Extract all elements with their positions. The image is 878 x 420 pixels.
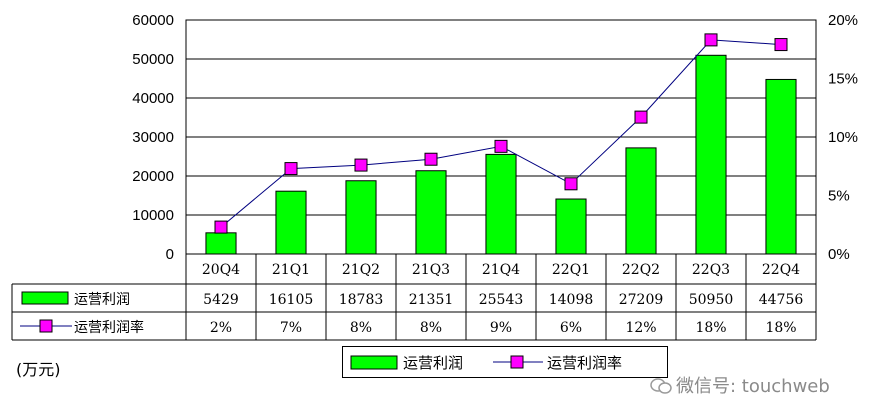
bar-series bbox=[205, 54, 797, 255]
y-left-tick-label: 50000 bbox=[132, 51, 174, 68]
legend-bar-swatch bbox=[350, 355, 398, 370]
data-label: 5429 bbox=[203, 292, 239, 308]
data-table: 20Q4 21Q1 21Q2 21Q3 21Q4 22Q1 22Q2 22Q3 22Q4 运营利润… bbox=[11, 254, 817, 341]
category-label: 21Q3 bbox=[412, 262, 450, 278]
category-label: 21Q1 bbox=[272, 262, 310, 278]
wechat-icon bbox=[650, 378, 672, 394]
line-marker bbox=[424, 152, 438, 166]
row-marker-swatch bbox=[39, 319, 53, 333]
bar bbox=[485, 153, 517, 255]
data-label: 25543 bbox=[479, 292, 524, 308]
watermark-text: 微信号: touchweb bbox=[676, 376, 830, 397]
category-label: 21Q2 bbox=[342, 262, 380, 278]
data-label: 8% bbox=[420, 320, 442, 336]
category-label: 21Q4 bbox=[482, 262, 520, 278]
line-marker bbox=[284, 162, 298, 176]
data-label: 50950 bbox=[689, 292, 734, 308]
data-label: 8% bbox=[350, 320, 372, 336]
bar bbox=[765, 78, 797, 255]
data-label: 14098 bbox=[549, 292, 594, 308]
data-label: 44756 bbox=[759, 292, 804, 308]
row-bar-swatch bbox=[21, 291, 69, 305]
y-right-tick-label: 15% bbox=[828, 71, 858, 88]
row-series-label: 运营利润率 bbox=[74, 319, 144, 336]
y-left-tick-label: 0 bbox=[166, 246, 174, 263]
unit-label: (万元) bbox=[16, 360, 61, 379]
y-left-tick-label: 10000 bbox=[132, 207, 174, 224]
y-left-tick-label: 20000 bbox=[132, 168, 174, 185]
row-series-label: 运营利润 bbox=[74, 292, 130, 308]
axes: 0 10000 20000 30000 40000 50000 60000 0% 5% 10% 15… bbox=[132, 12, 858, 263]
line-marker bbox=[634, 110, 648, 124]
bar bbox=[695, 54, 727, 255]
y-left-tick-label: 30000 bbox=[132, 129, 174, 146]
data-label: 2% bbox=[210, 320, 232, 336]
data-label: 27209 bbox=[619, 292, 664, 308]
line-series bbox=[214, 33, 788, 234]
data-label: 18% bbox=[765, 320, 796, 336]
bar bbox=[205, 232, 237, 255]
line-marker bbox=[354, 158, 368, 172]
line-marker bbox=[774, 38, 788, 52]
legend-swatches bbox=[350, 355, 543, 370]
category-label: 22Q4 bbox=[762, 262, 800, 278]
data-label: 21351 bbox=[409, 292, 454, 308]
y-left-tick-label: 40000 bbox=[132, 90, 174, 107]
y-left-tick-label: 60000 bbox=[132, 12, 174, 29]
legend-marker-swatch bbox=[510, 355, 524, 369]
y-right-tick-label: 20% bbox=[828, 12, 858, 29]
category-label: 22Q3 bbox=[692, 262, 730, 278]
watermark: 微信号: touchweb bbox=[650, 372, 830, 398]
y-right-tick-label: 0% bbox=[828, 246, 850, 263]
line-marker bbox=[494, 139, 508, 153]
line-marker bbox=[564, 177, 578, 191]
line-marker bbox=[704, 33, 718, 47]
legend-label-line: 运营利润率 bbox=[547, 354, 623, 372]
data-label: 9% bbox=[490, 320, 512, 336]
legend: 运营利润 运营利润率 bbox=[342, 346, 668, 378]
category-label: 20Q4 bbox=[202, 262, 240, 278]
bar bbox=[415, 170, 447, 255]
line-marker bbox=[214, 220, 228, 234]
data-label: 18% bbox=[695, 320, 726, 336]
plot-frame bbox=[185, 19, 817, 255]
data-label: 12% bbox=[625, 320, 656, 336]
bar bbox=[345, 180, 377, 255]
bar bbox=[625, 147, 657, 255]
y-right-tick-label: 10% bbox=[828, 129, 858, 146]
bar bbox=[275, 190, 307, 255]
data-label: 6% bbox=[560, 320, 582, 336]
data-label: 16105 bbox=[269, 292, 314, 308]
legend-label-bar: 运营利润 bbox=[403, 354, 464, 372]
data-label: 18783 bbox=[339, 292, 384, 308]
bar bbox=[555, 198, 587, 255]
category-label: 22Q1 bbox=[552, 262, 590, 278]
data-label: 7% bbox=[280, 320, 302, 336]
category-label: 22Q2 bbox=[622, 262, 660, 278]
y-right-tick-label: 5% bbox=[828, 188, 850, 205]
